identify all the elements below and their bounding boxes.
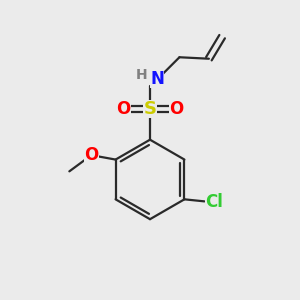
Text: O: O bbox=[169, 100, 184, 118]
Text: O: O bbox=[84, 146, 99, 164]
Text: H: H bbox=[136, 68, 148, 82]
Text: O: O bbox=[116, 100, 130, 118]
Text: N: N bbox=[150, 70, 164, 88]
Text: S: S bbox=[143, 100, 157, 118]
Text: Cl: Cl bbox=[206, 193, 224, 211]
